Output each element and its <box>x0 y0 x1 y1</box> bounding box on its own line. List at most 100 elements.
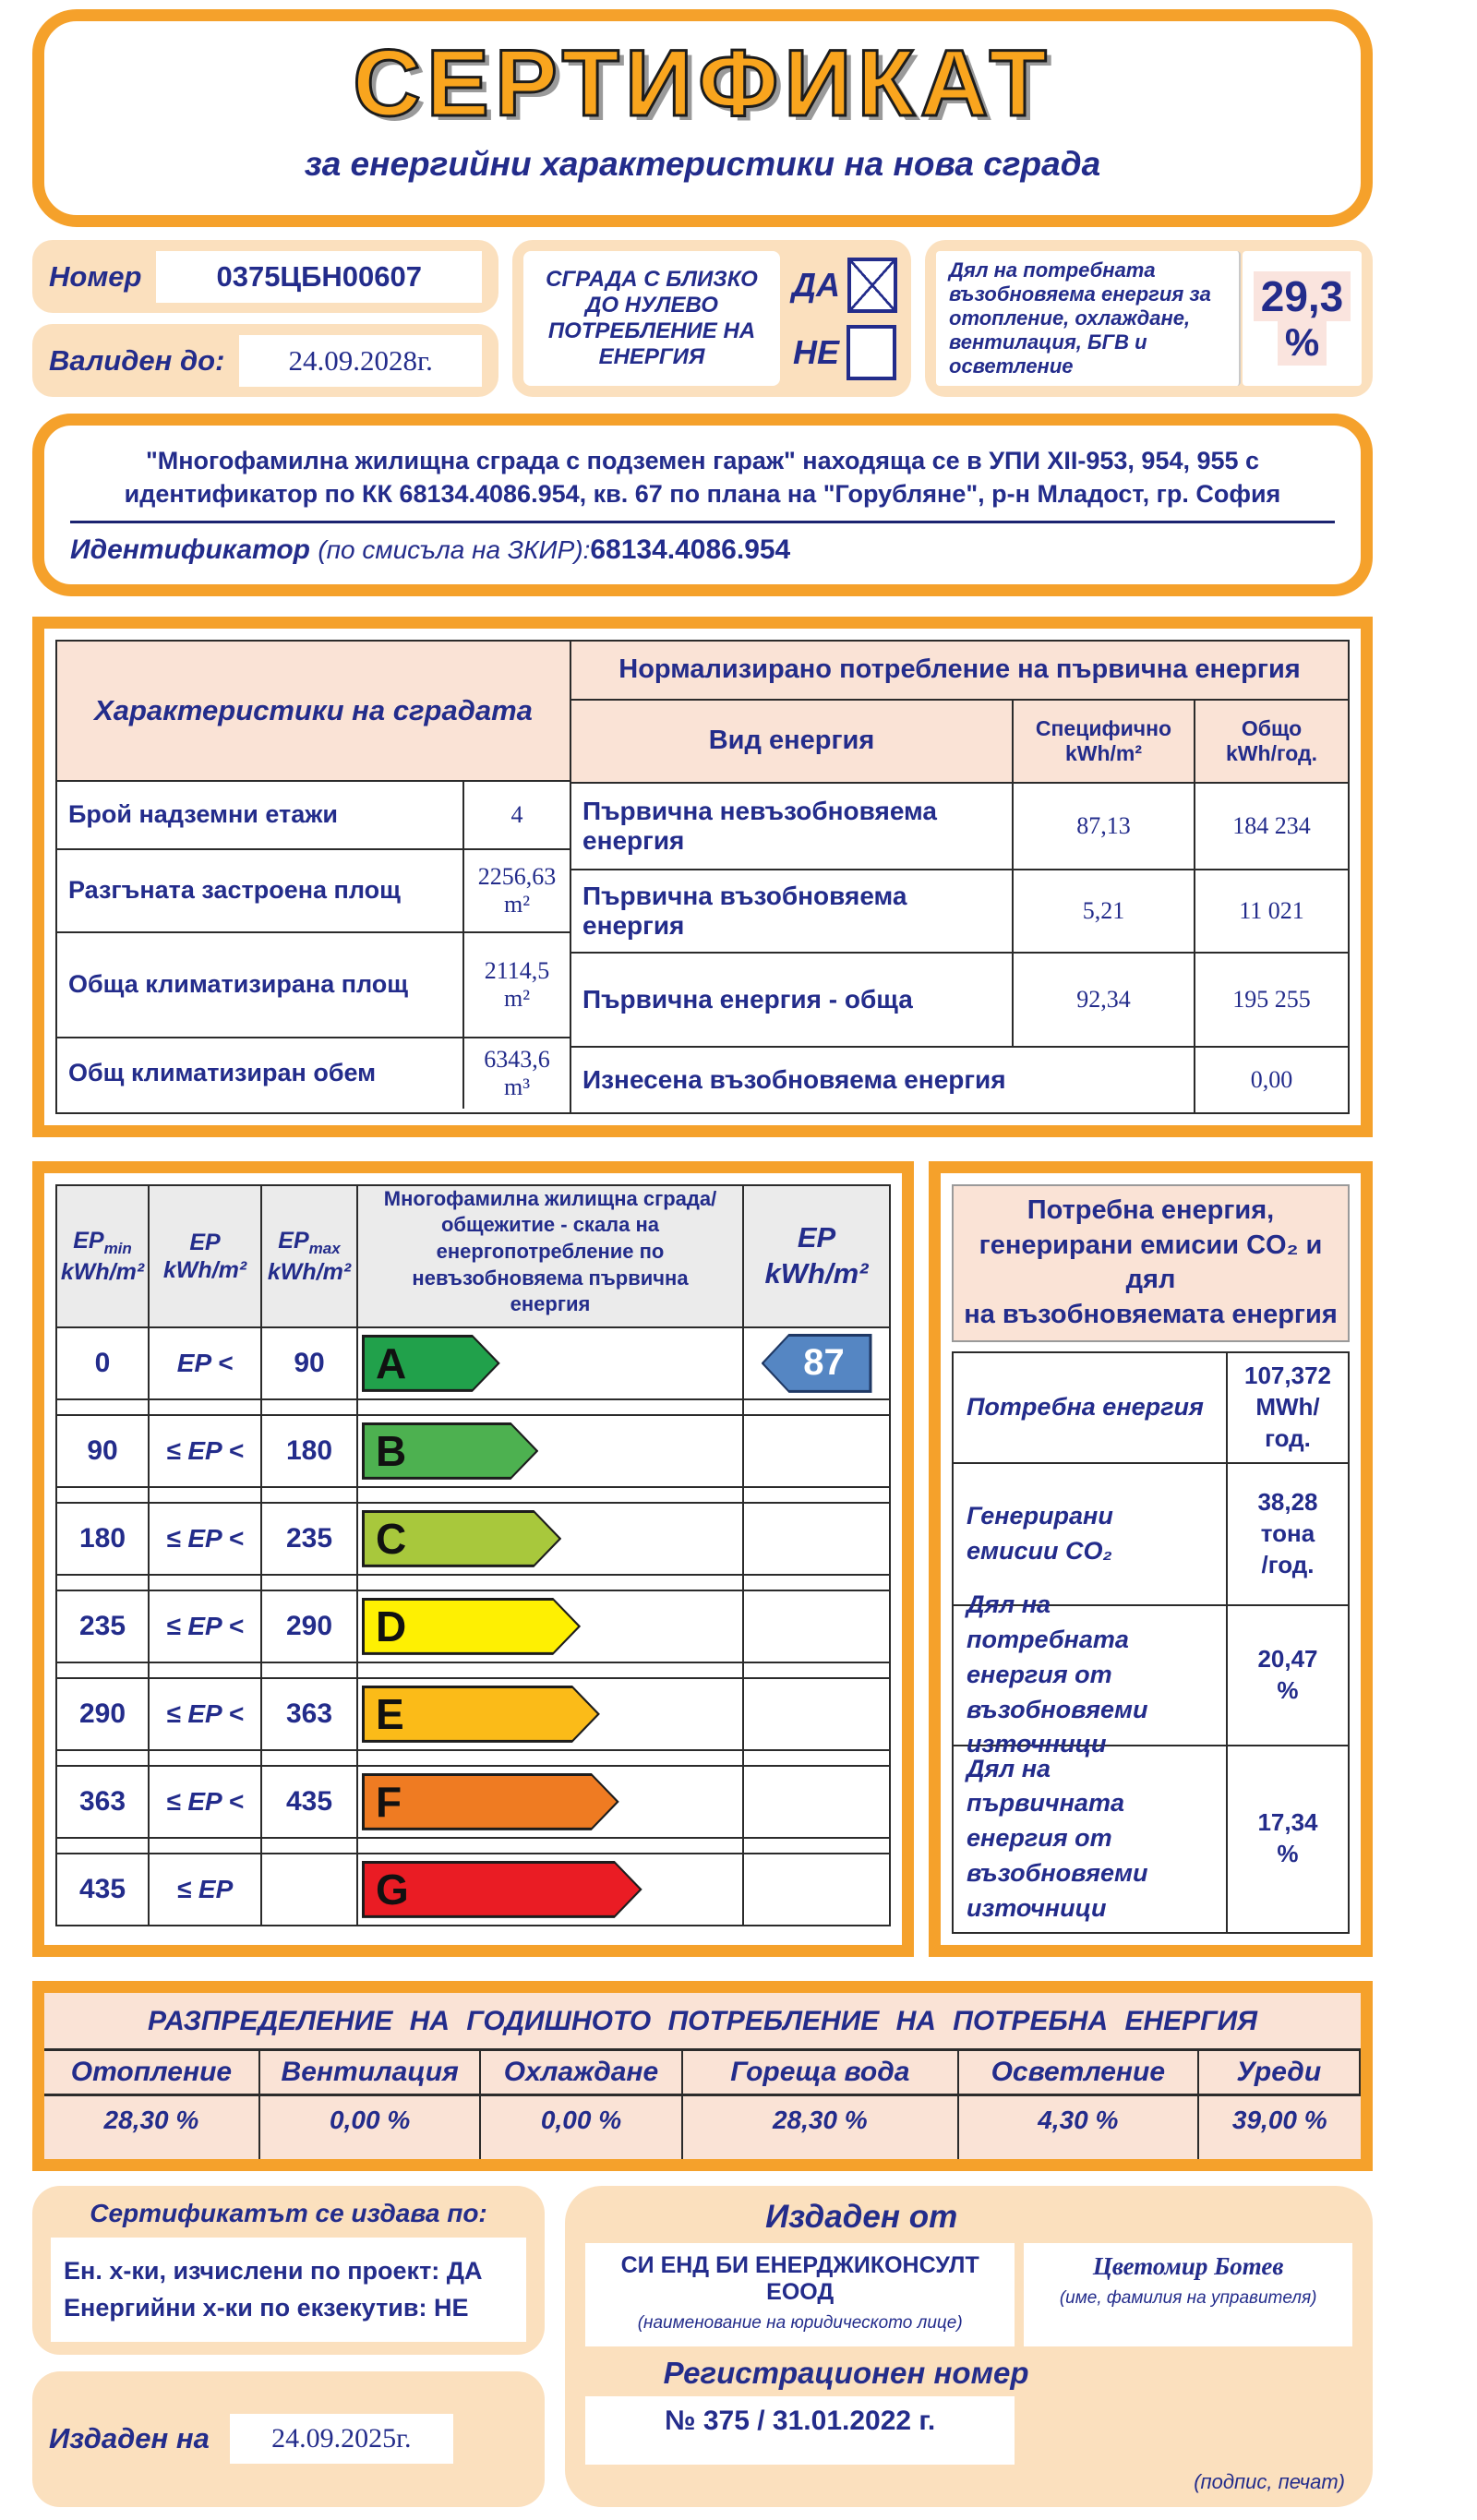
distribution-table: Отопление Вентилация Охлаждане Гореща во… <box>44 2047 1361 2159</box>
row-total: 184 234 <box>1232 811 1311 839</box>
issued-on-field: 24.09.2025г. <box>229 2414 453 2465</box>
res-share-value: 29,3 <box>1253 270 1351 322</box>
issued-by-title: Издаден от <box>765 2198 958 2235</box>
characteristics-table: Характеристики на сградата Брой надземни… <box>55 639 1350 1114</box>
meta-row: Номер 0375ЦБН00607 Валиден до: 24.09.202… <box>32 240 1373 397</box>
table-row: Обща климатизирана площ 2114,5 m² <box>57 932 570 1038</box>
consumption-table: Потребна енергия 107,372 MWh/ год. Генер… <box>952 1350 1350 1934</box>
scale-row-g: 435 ≤ EP G <box>57 1854 889 1925</box>
col-value: 28,30 % <box>44 2095 260 2159</box>
scale-row-f: 363 ≤ EP < 435 F <box>57 1766 889 1839</box>
nzeb-yes-label: ДА <box>792 265 840 304</box>
class-arrow-cell: A <box>358 1327 744 1398</box>
nzeb-yes-checkbox[interactable] <box>847 257 897 313</box>
row-label: Брой надземни етажи <box>57 781 464 848</box>
col-specific: Специфично kWh/m² <box>1014 700 1195 782</box>
range-max: 290 <box>262 1590 358 1662</box>
issued-by-box: Издаден от СИ ЕНД БИ ЕНЕРДЖИКОНСУЛТ ЕООД… <box>565 2185 1373 2507</box>
row-label: Потребна енергия <box>954 1352 1228 1462</box>
class-arrow-cell: E <box>358 1678 744 1749</box>
separator-row <box>57 1575 889 1591</box>
table-row: Брой надземни етажи 4 <box>57 781 570 850</box>
valid-until-field: 24.09.2028г. <box>239 334 482 387</box>
row-label: Дял на първичната енергия от възобновяем… <box>954 1746 1228 1932</box>
nzeb-box: СГРАДА С БЛИЗКО ДО НУЛЕВО ПОТРЕБЛЕНИЕ НА… <box>512 240 911 397</box>
class-arrow-cell: B <box>358 1415 744 1486</box>
row-value: 2256,63 m² <box>477 862 557 918</box>
range-min: 363 <box>57 1766 150 1837</box>
scale-row-c: 180 ≤ EP < 235 C <box>57 1503 889 1576</box>
col-total-line1: Общо <box>1241 715 1303 740</box>
col-header: Осветление <box>959 2050 1199 2096</box>
row-total: 0,00 <box>1194 1047 1348 1112</box>
characteristics-box: Характеристики на сградата Брой надземни… <box>32 616 1373 1137</box>
range-max: 435 <box>262 1766 358 1837</box>
separator-row <box>57 1750 889 1767</box>
scale-row-e: 290 ≤ EP < 363 E <box>57 1678 889 1751</box>
page-title: СЕРТИФИКАТ <box>352 30 1052 138</box>
nzeb-no-label: НЕ <box>792 332 839 371</box>
footer: Сертификатът се издава по: Ен. х-ки, изч… <box>32 2185 1373 2507</box>
row-label: Генерирани емисии CO₂ <box>954 1463 1228 1604</box>
consumption-panel: Потребна енергия, генерирани емисии CO₂ … <box>929 1160 1373 1957</box>
building-description: "Многофамилна жилищна сграда с подземен … <box>70 444 1335 511</box>
res-share-label: Дял на потребната възобновяема енергия з… <box>936 251 1241 386</box>
range-max <box>262 1854 358 1925</box>
energy-subheaders: Вид енергия Специфично kWh/m² Общо kWh/г… <box>571 700 1348 784</box>
row-specific: 5,21 <box>1014 870 1195 952</box>
separator-row <box>57 1487 889 1504</box>
col-specific-line2: kWh/m² <box>1064 740 1143 765</box>
res-share-value-area: 29,3 % <box>1243 251 1362 386</box>
scale-row-d: 235 ≤ EP < 290 D <box>57 1590 889 1663</box>
class-c-arrow: C <box>362 1510 561 1567</box>
scale-row-a: 0 EP < 90 A 87 <box>57 1327 889 1400</box>
class-g-arrow: G <box>362 1861 642 1918</box>
class-d-arrow: D <box>362 1598 581 1655</box>
building-description-line1: "Многофамилна жилищна сграда с подземен … <box>145 447 1260 474</box>
divider <box>70 520 1335 523</box>
identifier-label: Идентификатор <box>70 534 310 565</box>
row-label: Първична енергия - обща <box>571 953 1014 1046</box>
energy-header: Нормализирано потребление на първична ен… <box>571 641 1348 701</box>
col-total-line2: kWh/год. <box>1226 740 1317 765</box>
range-max: 363 <box>262 1678 358 1749</box>
col-value: 39,00 % <box>1231 2105 1327 2134</box>
col-header: Охлаждане <box>481 2050 683 2096</box>
page-subtitle: за енергийни характеристики на нова сгра… <box>304 144 1101 183</box>
registration-number: № 375 / 31.01.2022 г. <box>585 2395 1015 2465</box>
row-label: Дял на потребната енергия от възобновяем… <box>954 1590 1228 1758</box>
building-description-line2: идентификатор по КК 68134.4086.954, кв. … <box>124 480 1281 509</box>
issued-per-body: Ен. х-ки, изчислени по проект: ДА Енерги… <box>51 2237 526 2342</box>
meta-left: Номер 0375ЦБН00607 Валиден до: 24.09.202… <box>32 240 498 397</box>
col-specific-line1: Специфично <box>1035 715 1172 740</box>
row-label: Изнесена възобновяема енергия <box>582 1064 1006 1094</box>
class-e-arrow: E <box>362 1686 600 1743</box>
row-total: 195 255 <box>1232 985 1311 1013</box>
row-value: 38,28 тона /год. <box>1257 1487 1318 1578</box>
distribution-box: РАЗПРЕДЕЛЕНИЕ НА ГОДИШНОТО ПОТРЕБЛЕНИЕ Н… <box>32 1980 1373 2171</box>
nzeb-label: СГРАДА С БЛИЗКО ДО НУЛЕВО ПОТРЕБЛЕНИЕ НА… <box>523 251 780 386</box>
mid-section: EPmin kWh/m² EP kWh/m² EPmax kWh/m² Мног… <box>32 1160 1373 1957</box>
row-value: 20,47 % <box>1257 1644 1318 1704</box>
footer-left: Сертификатът се издава по: Ен. х-ки, изч… <box>32 2185 545 2507</box>
characteristics-header: Характеристики на сградата <box>57 641 570 782</box>
registration-title: Регистрационен номер <box>663 2355 1029 2390</box>
table-row: Дял на потребната енергия от възобновяем… <box>954 1590 1348 1758</box>
company-box: СИ ЕНД БИ ЕНЕРДЖИКОНСУЛТ ЕООД (наименова… <box>585 2242 1015 2346</box>
col-header: Уреди <box>1198 2050 1361 2096</box>
class-b-arrow: B <box>362 1422 538 1480</box>
signature-note: (подпис, печат) <box>1194 2469 1345 2493</box>
range-max: 90 <box>262 1327 358 1398</box>
building-box: "Многофамилна жилищна сграда с подземен … <box>32 414 1373 596</box>
class-arrow-cell: C <box>358 1503 744 1574</box>
range-max: 180 <box>262 1415 358 1486</box>
number-box: Номер 0375ЦБН00607 <box>32 240 498 313</box>
manager-note: (име, фамилия на управителя) <box>1059 2287 1317 2308</box>
characteristics-left: Характеристики на сградата Брой надземни… <box>57 641 571 1112</box>
valid-until-label: Валиден до: <box>49 343 225 377</box>
separator-row <box>57 1662 889 1679</box>
class-arrow-cell: G <box>358 1854 744 1925</box>
nzeb-no-checkbox[interactable] <box>847 324 896 380</box>
range-min: 435 <box>57 1854 150 1925</box>
